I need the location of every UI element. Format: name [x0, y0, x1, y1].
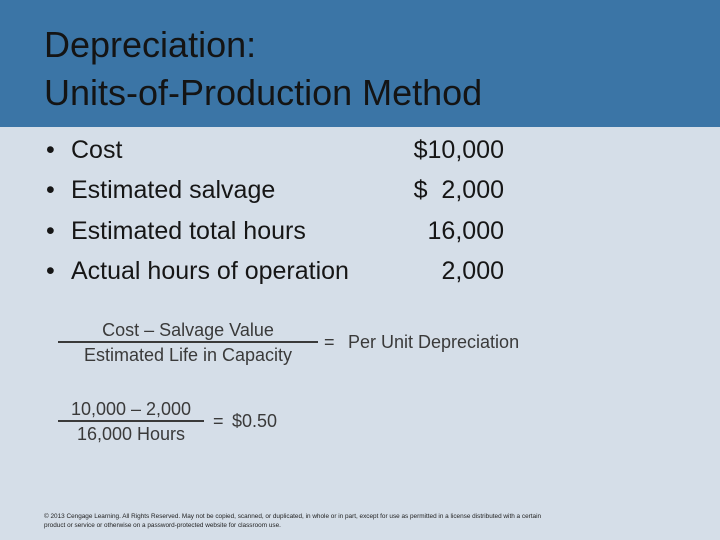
fact-label: Cost: [71, 136, 123, 164]
fact-label: Estimated salvage: [71, 176, 276, 204]
denominator: 16,000 Hours: [76, 424, 186, 444]
equals: =: [213, 411, 224, 431]
result: Per Unit Depreciation: [348, 332, 520, 352]
fraction-bar: [58, 420, 204, 422]
bullet: •: [46, 136, 55, 164]
fraction-bar: [58, 341, 318, 343]
bullet: •: [46, 176, 55, 204]
fact-value: 2,000: [441, 257, 504, 285]
fact-label: Actual hours of operation: [71, 257, 349, 285]
bullet: •: [46, 257, 55, 285]
fact-label: Estimated total hours: [71, 217, 306, 245]
equals: =: [324, 332, 335, 352]
fact-value: 16,000: [427, 217, 504, 245]
denominator: Estimated Life in Capacity: [83, 345, 293, 365]
bullet: •: [46, 217, 55, 245]
header-band: [0, 0, 720, 127]
title-line: Depreciation:: [44, 24, 257, 65]
numerator: Cost – Salvage Value: [102, 320, 274, 340]
copyright: product or service or otherwise on a pas…: [44, 522, 281, 529]
numerator: 10,000 – 2,000: [70, 399, 192, 419]
fact-value: $ 2,000: [413, 176, 504, 204]
copyright: © 2013 Cengage Learning. All Rights Rese…: [44, 513, 542, 520]
title-line: Units-of-Production Method: [44, 72, 483, 113]
fact-value: $10,000: [413, 136, 504, 164]
result: $0.50: [232, 411, 278, 431]
